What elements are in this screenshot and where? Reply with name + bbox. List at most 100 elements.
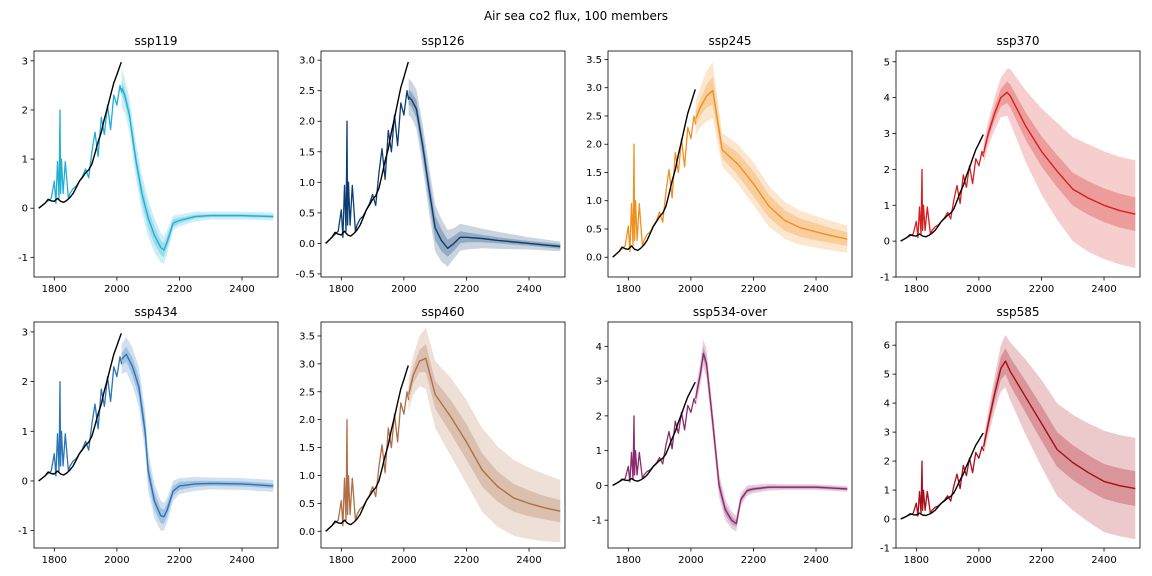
historical-reference-line bbox=[612, 381, 696, 487]
y-tick-label: 0.5 bbox=[299, 208, 315, 219]
x-tick-label: 2000 bbox=[966, 284, 991, 295]
y-tick-label: -1 bbox=[880, 544, 890, 555]
y-tick-label: 3.0 bbox=[299, 359, 315, 370]
y-tick-label: 1 bbox=[884, 486, 890, 497]
y-tick-label: 0 bbox=[22, 476, 28, 487]
y-tick-label: 2.0 bbox=[586, 140, 602, 151]
scenario-mean-line bbox=[982, 91, 1136, 215]
historical-reference-line bbox=[900, 134, 984, 242]
x-tick-label: 2000 bbox=[391, 555, 416, 566]
x-tick-label: 2200 bbox=[741, 284, 766, 295]
y-tick-label: 2.5 bbox=[299, 387, 315, 398]
y-tick-label: 2.0 bbox=[299, 415, 315, 426]
axes-frame bbox=[320, 50, 566, 278]
subplot-title: ssp534-over bbox=[693, 305, 767, 319]
axes-frame bbox=[607, 50, 853, 278]
subplot-ssp585: 1800 2000 2200 2400 -1 0 1 2 3 4 5 6 ssp585 bbox=[880, 305, 1141, 566]
y-tick-label: 1 bbox=[22, 427, 28, 438]
x-tick-label: 2400 bbox=[516, 555, 541, 566]
historical-reference-line bbox=[325, 61, 409, 244]
x-tick-label: 2000 bbox=[391, 284, 416, 295]
y-tick-label: -0.5 bbox=[295, 269, 315, 280]
historical-ensemble-line bbox=[325, 90, 410, 244]
y-tick-label: 3.0 bbox=[299, 56, 315, 67]
axes-frame bbox=[895, 321, 1141, 549]
y-tick-label: 0 bbox=[884, 515, 890, 526]
y-tick-label: 2 bbox=[884, 457, 890, 468]
subplot-ssp460: 1800 2000 2200 2400 0.0 0.5 1.0 1.5 2.0 2.5 3.0 3.5… bbox=[299, 305, 566, 566]
historical-ensemble-line bbox=[325, 391, 410, 532]
ensemble-outer-band bbox=[695, 339, 848, 532]
y-tick-label: 3 bbox=[22, 327, 28, 338]
y-tick-label: 1 bbox=[22, 155, 28, 166]
subplot-ssp534-over: 1800 2000 2200 2400 -1 0 1 2 3 4 ssp534-over bbox=[592, 305, 853, 566]
plot-area bbox=[612, 339, 848, 532]
ensemble-outer-band bbox=[408, 78, 561, 267]
y-tick-label: 2.5 bbox=[586, 111, 602, 122]
y-tick-label: 4 bbox=[884, 93, 890, 104]
x-tick-label: 2200 bbox=[454, 284, 479, 295]
x-tick-label: 2400 bbox=[1091, 284, 1116, 295]
scenario-mean-line bbox=[694, 352, 848, 525]
y-tick-label: 2 bbox=[22, 105, 28, 116]
plot-area bbox=[38, 62, 274, 264]
historical-reference-line bbox=[325, 365, 409, 532]
subplot-ssp434: 1800 2000 2200 2400 -1 0 1 2 3 ssp434 bbox=[18, 305, 279, 566]
y-tick-label: 3 bbox=[884, 129, 890, 140]
subplot-title: ssp434 bbox=[134, 305, 177, 319]
y-tick-label: 1.5 bbox=[299, 147, 315, 158]
x-tick-label: 2200 bbox=[167, 284, 192, 295]
ensemble-outer-band bbox=[983, 335, 1136, 540]
plot-area bbox=[900, 68, 1136, 269]
ensemble-outer-band bbox=[408, 327, 561, 543]
x-tick-label: 2000 bbox=[104, 284, 129, 295]
historical-reference-line bbox=[612, 89, 696, 258]
plot-area bbox=[38, 333, 274, 531]
y-tick-label: 0.0 bbox=[586, 253, 602, 264]
y-tick-label: 0.5 bbox=[586, 224, 602, 235]
y-tick-label: 1.0 bbox=[299, 178, 315, 189]
plot-area bbox=[612, 62, 848, 258]
y-tick-label: 1.5 bbox=[586, 168, 602, 179]
x-tick-label: 2200 bbox=[454, 555, 479, 566]
subplot-title: ssp119 bbox=[134, 34, 177, 48]
x-tick-label: 2400 bbox=[229, 555, 254, 566]
y-tick-label: 4 bbox=[596, 342, 602, 353]
x-tick-label: 2200 bbox=[167, 555, 192, 566]
y-tick-label: 1.5 bbox=[299, 443, 315, 454]
axes-frame bbox=[607, 321, 853, 549]
x-tick-label: 1800 bbox=[904, 555, 929, 566]
x-tick-label: 2400 bbox=[803, 555, 828, 566]
x-tick-label: 2400 bbox=[516, 284, 541, 295]
subplot-title: ssp245 bbox=[708, 34, 751, 48]
plot-area bbox=[325, 327, 561, 543]
axes-frame bbox=[320, 321, 566, 549]
ensemble-inner-band bbox=[983, 348, 1136, 506]
ensemble-inner-band bbox=[408, 344, 561, 523]
subplot-ssp119: 1800 2000 2200 2400 -1 0 1 2 3 ssp119 bbox=[18, 34, 279, 295]
y-tick-label: 3.5 bbox=[299, 331, 315, 342]
subplot-title: ssp126 bbox=[421, 34, 464, 48]
ensemble-inner-band bbox=[121, 80, 274, 257]
y-tick-label: 2 bbox=[884, 165, 890, 176]
y-tick-label: 3.0 bbox=[586, 83, 602, 94]
subplot-title: ssp370 bbox=[996, 34, 1039, 48]
ensemble-outer-band bbox=[121, 336, 274, 531]
x-tick-label: 1800 bbox=[42, 284, 67, 295]
ensemble-inner-band bbox=[695, 76, 848, 246]
x-tick-label: 1800 bbox=[329, 555, 354, 566]
x-tick-label: 1800 bbox=[42, 555, 67, 566]
ensemble-outer-band bbox=[695, 62, 848, 253]
axes-frame bbox=[33, 50, 279, 278]
ensemble-inner-band bbox=[121, 346, 274, 524]
x-tick-label: 2400 bbox=[229, 284, 254, 295]
subplot-ssp126: 1800 2000 2200 2400 -0.5 0.0 0.5 1.0 1.5 2.0 2.5 3.… bbox=[295, 34, 566, 295]
x-tick-label: 2200 bbox=[741, 555, 766, 566]
y-tick-label: 2 bbox=[22, 377, 28, 388]
subplot-ssp370: 1800 2000 2200 2400 -1 0 1 2 3 4 5 ssp370 bbox=[880, 34, 1141, 295]
scenario-mean-line bbox=[982, 360, 1136, 490]
subplot-title: ssp460 bbox=[421, 305, 464, 319]
historical-reference-line bbox=[38, 62, 122, 209]
x-tick-label: 2200 bbox=[1029, 284, 1054, 295]
